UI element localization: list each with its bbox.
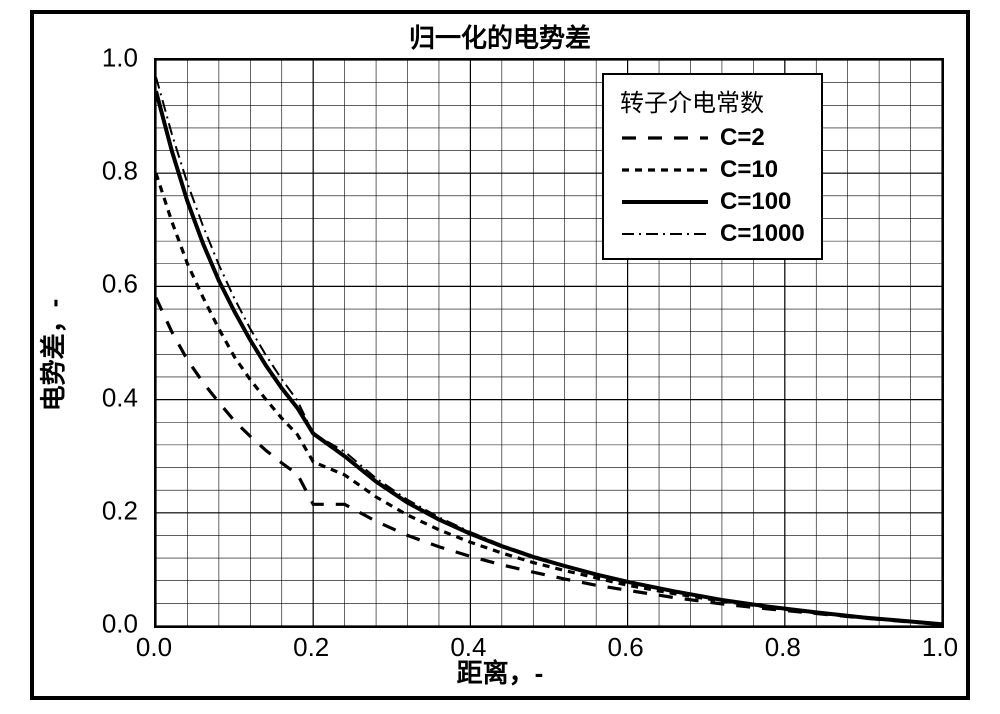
series-line-C=100	[156, 91, 942, 624]
ytick-label: 0.6	[58, 269, 138, 300]
legend-label: C=100	[720, 188, 791, 216]
xtick-label: 0.2	[293, 632, 329, 663]
legend-swatch	[620, 222, 710, 246]
xtick-label: 0.4	[450, 632, 486, 663]
xtick-label: 1.0	[922, 632, 958, 663]
xtick-label: 0.0	[136, 632, 172, 663]
legend-item: C=100	[620, 188, 805, 216]
legend-title: 转子介电常数	[620, 83, 805, 118]
xtick-label: 0.8	[765, 632, 801, 663]
legend-item: C=1000	[620, 220, 805, 248]
legend-label: C=2	[720, 124, 765, 152]
chart-outer-frame: 归一化的电势差 电势差，- 距离，- 0.00.20.40.60.81.00.0…	[30, 10, 970, 700]
series-line-C=2	[156, 298, 942, 625]
plot-svg	[156, 60, 942, 626]
plot-area	[154, 58, 944, 628]
ytick-label: 0.8	[58, 156, 138, 187]
x-axis-label: 距离，-	[34, 653, 966, 690]
legend: 转子介电常数 C=2 C=10 C=100 C=1000	[602, 73, 823, 260]
ytick-label: 1.0	[58, 43, 138, 74]
legend-label: C=10	[720, 156, 778, 184]
chart-title: 归一化的电势差	[34, 18, 966, 55]
series-line-C=1000	[156, 77, 942, 624]
ytick-label: 0.0	[58, 609, 138, 640]
legend-item: C=2	[620, 124, 805, 152]
legend-swatch	[620, 158, 710, 182]
xtick-label: 0.6	[608, 632, 644, 663]
ytick-label: 0.2	[58, 495, 138, 526]
legend-swatch	[620, 126, 710, 150]
legend-label: C=1000	[720, 220, 805, 248]
ytick-label: 0.4	[58, 382, 138, 413]
legend-swatch	[620, 190, 710, 214]
legend-item: C=10	[620, 156, 805, 184]
